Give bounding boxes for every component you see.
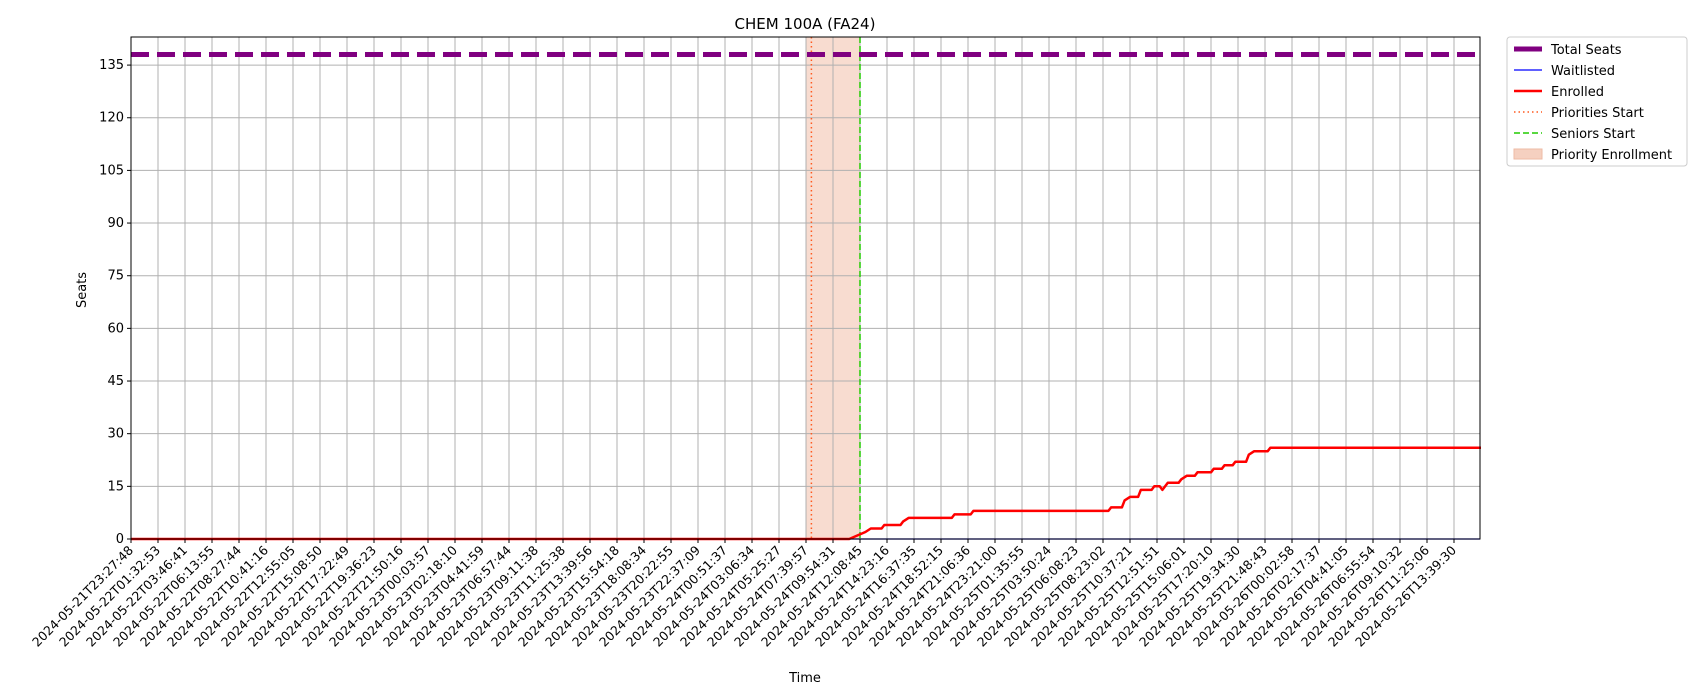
y-tick-label: 120 — [99, 111, 124, 126]
y-tick-label: 0 — [116, 532, 124, 547]
vline-layer — [810, 37, 861, 539]
y-axis-label: Seats — [75, 272, 90, 308]
x-axis-label: Time — [788, 671, 821, 686]
legend-label-waitlisted: Waitlisted — [1551, 64, 1615, 79]
y-tick-label: 105 — [99, 163, 124, 178]
chart-title: CHEM 100A (FA24) — [735, 15, 876, 33]
legend-label-total-seats: Total Seats — [1550, 43, 1622, 58]
y-tick-label: 30 — [107, 427, 124, 442]
x-axis-ticks: 2024-05-21T23:27:482024-05-22T01:32:5320… — [29, 539, 1459, 650]
legend-frame — [1506, 36, 1688, 167]
legend: Total Seats Waitlisted Enrolled Priorities … — [1506, 36, 1688, 167]
y-tick-label: 45 — [107, 374, 124, 389]
legend-label-enrolled: Enrolled — [1551, 85, 1604, 100]
legend-label-priority-enrollment: Priority Enrollment — [1551, 148, 1672, 163]
y-tick-label: 90 — [107, 216, 124, 231]
legend-label-seniors-start: Seniors Start — [1551, 127, 1635, 142]
y-tick-label: 60 — [107, 321, 124, 336]
grid-layer — [130, 37, 1480, 540]
legend-swatch-priority-enrollment — [1513, 148, 1543, 160]
y-tick-label: 75 — [107, 269, 124, 284]
legend-label-priorities-start: Priorities Start — [1551, 106, 1644, 121]
y-tick-label: 135 — [99, 58, 124, 73]
y-axis-ticks: 0 15 30 45 60 75 90 105 120 135 — [99, 58, 131, 547]
enrolled-line — [131, 446, 1481, 541]
y-tick-label: 15 — [107, 479, 124, 494]
